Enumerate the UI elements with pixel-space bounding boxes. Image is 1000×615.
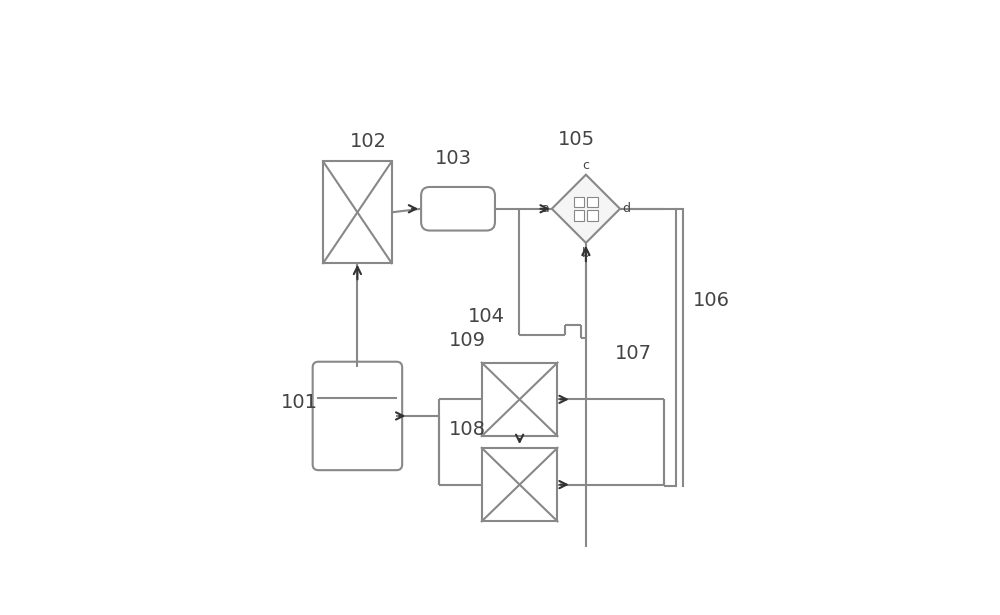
Text: 102: 102: [350, 132, 387, 151]
Text: a: a: [542, 202, 549, 215]
Text: 104: 104: [468, 308, 505, 327]
Bar: [587, 210, 598, 221]
Bar: [574, 210, 584, 221]
Text: 107: 107: [615, 344, 652, 363]
Bar: [574, 197, 584, 207]
Polygon shape: [552, 175, 620, 243]
Bar: [482, 363, 557, 436]
FancyBboxPatch shape: [313, 362, 402, 470]
Text: 106: 106: [693, 291, 730, 310]
Bar: [482, 448, 557, 522]
Bar: [323, 161, 392, 263]
Text: 101: 101: [281, 392, 318, 411]
Text: c: c: [582, 159, 589, 172]
Text: 105: 105: [558, 130, 595, 149]
Bar: [587, 197, 598, 207]
FancyBboxPatch shape: [421, 187, 495, 231]
Text: 109: 109: [449, 331, 486, 350]
Text: d: d: [622, 202, 630, 215]
Text: 103: 103: [435, 149, 472, 168]
Text: 108: 108: [449, 419, 486, 438]
Text: b: b: [582, 247, 590, 260]
